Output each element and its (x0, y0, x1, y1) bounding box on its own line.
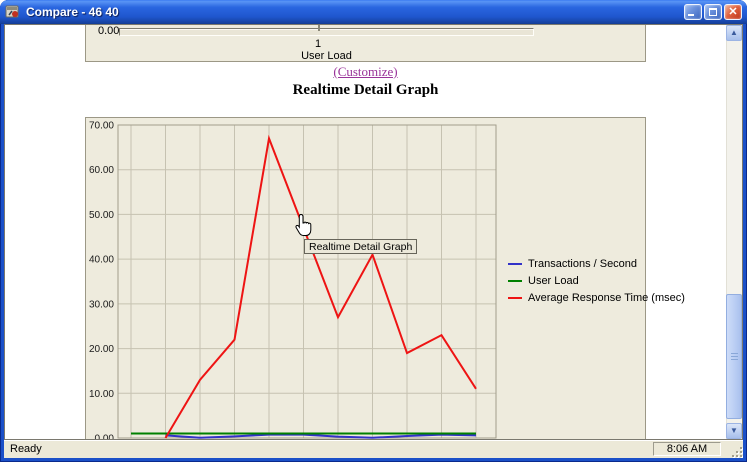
maximize-button[interactable] (704, 4, 722, 20)
status-clock: 8:06 AM (653, 442, 721, 456)
legend-label: Transactions / Second (528, 258, 638, 270)
legend-item: Transactions / Second (508, 258, 685, 270)
user-load-slider[interactable] (119, 28, 534, 36)
chevron-up-icon: ▲ (730, 28, 738, 37)
chart-tooltip: Realtime Detail Graph (304, 239, 418, 254)
close-button[interactable]: ✕ (724, 4, 742, 20)
maximize-icon (709, 8, 717, 16)
document-area: 0.00 1 User Load (Customize) Realtime De… (5, 25, 726, 439)
graph-title: Realtime Detail Graph (292, 82, 439, 98)
vertical-scrollbar[interactable]: ▲ ▼ (726, 25, 742, 439)
series-line (164, 134, 477, 439)
slider-axis-title: User Load (301, 50, 352, 62)
hand-cursor-icon (293, 213, 315, 242)
realtime-detail-chart[interactable]: 0.00 10.00 20.00 30.00 40.00 50.00 60.00 70.00 … (85, 117, 685, 440)
scrollbar-thumb[interactable] (726, 294, 742, 419)
minimize-button[interactable] (684, 4, 702, 20)
y-axis-tick-label: 10.00 (89, 389, 114, 400)
y-axis-tick-label: 20.00 (89, 344, 114, 355)
chart-legend: Transactions / Second User Load Average Re… (508, 258, 685, 309)
scrollbar-grip-icon (731, 352, 738, 361)
app-icon (5, 4, 21, 20)
slider-min-value: 0.00 (98, 25, 120, 37)
close-icon: ✕ (728, 6, 738, 18)
resize-grip[interactable] (730, 445, 742, 457)
user-load-slider-panel: 0.00 1 User Load (85, 25, 646, 62)
window-title: Compare - 46 40 (26, 5, 119, 19)
titlebar[interactable]: Compare - 46 40 ✕ (0, 0, 747, 24)
customize-link[interactable]: (Customize) (333, 64, 398, 79)
chevron-down-icon: ▼ (730, 426, 738, 435)
minimize-icon (688, 14, 694, 16)
scroll-down-button[interactable]: ▼ (726, 423, 742, 439)
scroll-viewport: 0.00 1 User Load (Customize) Realtime De… (4, 24, 743, 440)
y-axis-tick-label: 70.00 (89, 121, 114, 132)
chart-plot-area: 0.00 10.00 20.00 30.00 40.00 50.00 60.00 70.00 (89, 121, 497, 440)
y-axis-tick-label: 0.00 (95, 434, 115, 440)
legend-line-swatch (508, 297, 522, 299)
slider-tick-label: 1 (314, 38, 322, 50)
slider-tick-mark (318, 25, 320, 31)
legend-line-swatch (508, 280, 522, 282)
legend-label: User Load (528, 275, 579, 287)
legend-item: User Load (508, 275, 685, 287)
status-text: Ready (10, 443, 42, 455)
y-axis-tick-label: 40.00 (89, 255, 114, 266)
legend-label: Average Response Time (msec) (528, 292, 685, 304)
legend-item: Average Response Time (msec) (508, 292, 685, 304)
legend-line-swatch (508, 263, 522, 265)
status-bar: Ready 8:06 AM (4, 440, 743, 458)
y-axis-tick-label: 30.00 (89, 299, 114, 310)
series-line (165, 433, 477, 439)
scroll-up-button[interactable]: ▲ (726, 25, 742, 41)
y-axis-tick-label: 60.00 (89, 165, 114, 176)
y-axis-tick-label: 50.00 (89, 210, 114, 221)
